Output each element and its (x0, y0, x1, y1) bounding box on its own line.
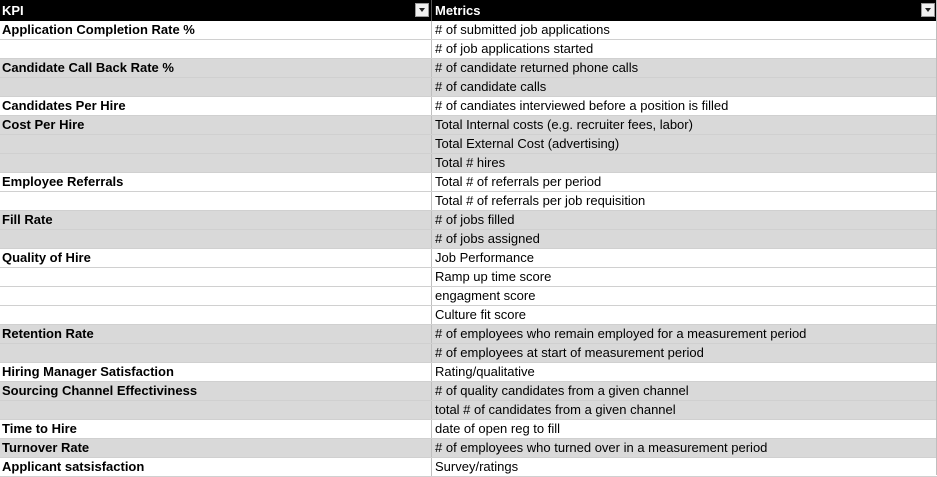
table-row: Applicant satsisfaction Survey/ratings (0, 458, 937, 477)
table-row: Candidate Call Back Rate % # of candidate… (0, 59, 937, 78)
table-row: # of candidate calls (0, 78, 937, 97)
kpi-cell[interactable] (0, 78, 432, 96)
kpi-cell[interactable]: Time to Hire (0, 420, 432, 438)
kpi-header-label: KPI (2, 3, 24, 18)
kpi-cell[interactable] (0, 192, 432, 210)
table-row: Fill Rate # of jobs filled (0, 211, 937, 230)
kpi-cell[interactable]: Quality of Hire (0, 249, 432, 267)
table-row: Employee Referrals Total # of referrals p… (0, 173, 937, 192)
metric-cell[interactable]: Survey/ratings (435, 459, 519, 474)
metric-cell[interactable]: # of candidate calls (435, 79, 547, 94)
table-body: Application Completion Rate % # of submit… (0, 21, 937, 477)
table-row: # of job applications started (0, 40, 937, 59)
table-row: # of jobs assigned (0, 230, 937, 249)
metric-cell[interactable]: Ramp up time score (435, 269, 552, 284)
table-row: Candidates Per Hire # of candiates interv… (0, 97, 937, 116)
metric-cell[interactable]: engagment score (435, 288, 536, 303)
kpi-cell[interactable]: Turnover Rate (0, 439, 432, 457)
metric-cell[interactable]: # of jobs filled (435, 212, 515, 227)
metric-cell[interactable]: # of employees at start of measurement p… (435, 345, 704, 360)
kpi-cell[interactable]: Applicant satsisfaction (0, 458, 432, 476)
kpi-cell[interactable]: Hiring Manager Satisfaction (0, 363, 432, 381)
metric-cell[interactable]: Total # hires (435, 155, 506, 170)
kpi-cell[interactable] (0, 230, 432, 248)
metric-cell[interactable]: # of candidate returned phone calls (435, 60, 639, 75)
kpi-cell[interactable]: Employee Referrals (0, 173, 432, 191)
table-row: Application Completion Rate % # of submit… (0, 21, 937, 40)
kpi-cell[interactable]: Candidate Call Back Rate % (0, 59, 432, 77)
kpi-cell[interactable]: Sourcing Channel Effectiviness (0, 382, 432, 400)
kpi-cell[interactable] (0, 401, 432, 419)
table-row: Turnover Rate # of employees who turned o… (0, 439, 937, 458)
metric-cell[interactable]: # of candiates interviewed before a posi… (435, 98, 729, 113)
kpi-cell[interactable]: Fill Rate (0, 211, 432, 229)
table-row: Total # hires (0, 154, 937, 173)
kpi-cell[interactable] (0, 287, 432, 305)
table-row: engagment score (0, 287, 937, 306)
kpi-cell[interactable] (0, 135, 432, 153)
metric-cell[interactable]: # of jobs assigned (435, 231, 540, 246)
metric-cell[interactable]: # of job applications started (435, 41, 594, 56)
table-row: Cost Per Hire Total Internal costs (e.g. … (0, 116, 937, 135)
table-row: Ramp up time score (0, 268, 937, 287)
table-row: # of employees at start of measurement p… (0, 344, 937, 363)
kpi-cell[interactable]: Candidates Per Hire (0, 97, 432, 115)
metrics-filter-dropdown-icon[interactable] (921, 3, 935, 17)
metric-cell[interactable]: Culture fit score (435, 307, 527, 322)
kpi-cell[interactable]: Application Completion Rate % (0, 21, 432, 39)
header-row: KPI Metrics (0, 0, 937, 21)
metric-cell[interactable]: Rating/qualitative (435, 364, 535, 379)
metric-cell[interactable]: Total Internal costs (e.g. recruiter fee… (435, 117, 693, 132)
metrics-header-label: Metrics (435, 3, 481, 18)
metric-cell[interactable]: # of employees who remain employed for a… (435, 326, 807, 341)
metric-cell[interactable]: # of submitted job applications (435, 22, 610, 37)
kpi-cell[interactable] (0, 306, 432, 324)
kpi-cell[interactable]: Retention Rate (0, 325, 432, 343)
table-row: Time to Hire date of open reg to fill (0, 420, 937, 439)
kpi-cell[interactable] (0, 344, 432, 362)
table-row: Hiring Manager Satisfaction Rating/qualit… (0, 363, 937, 382)
metric-cell[interactable]: Job Performance (435, 250, 534, 265)
kpi-cell[interactable]: Cost Per Hire (0, 116, 432, 134)
table-row: Total External Cost (advertising) (0, 135, 937, 154)
table-row: total # of candidates from a given chann… (0, 401, 937, 420)
kpi-cell[interactable] (0, 154, 432, 172)
kpi-cell[interactable] (0, 40, 432, 58)
metrics-header-cell[interactable]: Metrics (432, 0, 937, 21)
metric-cell[interactable]: Total External Cost (advertising) (435, 136, 620, 151)
metric-cell[interactable]: total # of candidates from a given chann… (435, 402, 676, 417)
metric-cell[interactable]: # of employees who turned over in a meas… (435, 440, 768, 455)
table-row: Total # of referrals per job requisition (0, 192, 937, 211)
metric-cell[interactable]: Total # of referrals per job requisition (435, 193, 646, 208)
metric-cell[interactable]: Total # of referrals per period (435, 174, 602, 189)
kpi-cell[interactable] (0, 268, 432, 286)
metric-cell[interactable]: date of open reg to fill (435, 421, 561, 436)
table-row: Retention Rate # of employees who remain … (0, 325, 937, 344)
table-row: Sourcing Channel Effectiviness # of quali… (0, 382, 937, 401)
table-row: Culture fit score (0, 306, 937, 325)
kpi-filter-dropdown-icon[interactable] (415, 3, 429, 17)
table-row: Quality of Hire Job Performance (0, 249, 937, 268)
kpi-header-cell[interactable]: KPI (0, 0, 432, 21)
metric-cell[interactable]: # of quality candidates from a given cha… (435, 383, 689, 398)
